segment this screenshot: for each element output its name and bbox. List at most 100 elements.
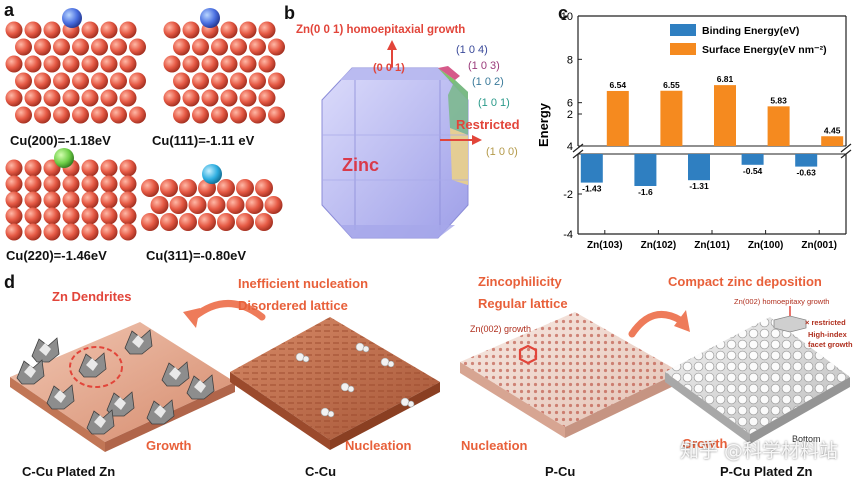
zn-nucleus (302, 355, 310, 363)
dendrite-highlight (94, 415, 106, 428)
panel-a-atom-models (5, 8, 285, 241)
zn-dendrites-label: Zn Dendrites (52, 289, 132, 304)
cu-atom (211, 106, 228, 124)
dendrite-highlight (54, 390, 66, 403)
cu-atom (62, 207, 80, 225)
cu-atom (198, 213, 216, 231)
caption-cu220: Cu(220)=-1.46eV (6, 248, 107, 263)
cu-atom (207, 196, 226, 214)
cu-atom (211, 38, 228, 56)
cu-atom (258, 89, 276, 107)
cu-atom (220, 89, 238, 107)
regular-lattice-label: Regular lattice (478, 296, 568, 311)
cu-atom (110, 106, 127, 124)
cu-atom (268, 38, 285, 56)
cu-atom (119, 55, 137, 73)
caption-cu311: Cu(311)=-0.80eV (146, 248, 247, 263)
cu-atom (119, 159, 137, 177)
zn-nucleus (387, 360, 395, 368)
cu-atom (100, 159, 118, 177)
label-ccu: C-Cu (305, 464, 337, 479)
cu-atom (43, 207, 61, 225)
dendrite-highlight (86, 358, 98, 371)
cu-atom (24, 207, 42, 225)
legend-swatch (670, 24, 696, 36)
zn-adatom (54, 148, 74, 168)
cu-atom (100, 175, 118, 193)
cu-atom (81, 175, 99, 193)
cu-atom (129, 106, 146, 124)
cu-atom (72, 72, 89, 90)
cu-atom (24, 159, 42, 177)
cu-atom (5, 207, 23, 225)
zinc-crystal-model (321, 40, 482, 239)
cu-atom (34, 38, 51, 56)
cu-atom (81, 89, 99, 107)
cu-atom (81, 21, 99, 39)
crystal-center-label: Zinc (342, 155, 380, 175)
cu-atom (119, 175, 137, 193)
panel-b-title: Zn(0 0 1) homoepitaxial growth (296, 24, 466, 36)
cu-atom (182, 55, 200, 73)
cu-atom (43, 89, 61, 107)
zincophilicity-label: Zincophilicity (478, 274, 562, 289)
y-tick-label: 6 (567, 98, 573, 110)
cu-atom (5, 21, 23, 39)
cu-atom (258, 55, 276, 73)
facet-104: (1 0 4) (456, 44, 488, 56)
cu-atom (91, 38, 108, 56)
cu-atom (81, 191, 99, 209)
cu-atom (163, 55, 181, 73)
cu-atom (110, 72, 127, 90)
surface-energy-bar (821, 136, 844, 146)
growth-left-label: Growth (146, 438, 192, 453)
panel-d-illustration (10, 300, 850, 452)
cu-atom (173, 106, 190, 124)
label-pcu-plated-zn: P-Cu Plated Zn (720, 464, 813, 479)
cu-atom (119, 207, 137, 225)
high-index-label: High-index facet growth (808, 330, 853, 349)
cu-atom (236, 179, 254, 197)
cu-atom (169, 196, 188, 214)
panel-c-label: c (558, 3, 569, 23)
binding-energy-label: -1.31 (689, 181, 709, 191)
cu-atom (62, 89, 80, 107)
cu-atom (110, 38, 127, 56)
cu-atom (239, 21, 257, 39)
axis-break-mark (572, 143, 584, 153)
cu-atom (173, 72, 190, 90)
cu-atom (239, 55, 257, 73)
cu-atom (119, 21, 137, 39)
cu-atom (62, 175, 80, 193)
cu-atom (43, 223, 61, 241)
cu-atom (182, 21, 200, 39)
facet-103: (1 0 3) (468, 60, 500, 72)
label-ccu-plated-zn: C-Cu Plated Zn (22, 464, 116, 479)
cu-atom (119, 89, 137, 107)
cu-atom (129, 38, 146, 56)
dendrite-highlight (39, 343, 51, 356)
cu-atom (230, 106, 247, 124)
cu-atom (226, 196, 245, 214)
watermark: 知乎 @科学材料站 (680, 440, 839, 462)
y-tick-label: 2 (567, 109, 573, 121)
cu-atom (5, 223, 23, 241)
zn-nucleus (362, 345, 370, 353)
growth-right-label: Growth (682, 436, 728, 451)
cu-atom (236, 213, 254, 231)
binding-energy-bar (795, 154, 818, 167)
cu-atom (5, 89, 23, 107)
cu-atom (264, 196, 283, 214)
cu-atom (100, 223, 118, 241)
cu-atom (160, 213, 178, 231)
surface-energy-label: 6.81 (717, 74, 734, 84)
binding-energy-label: -1.6 (638, 187, 653, 197)
cu-atom (245, 196, 264, 214)
zn-nucleus (407, 400, 415, 408)
cu-atom (173, 38, 190, 56)
cu-atom (62, 55, 80, 73)
cu-atom (163, 89, 181, 107)
cu-atom (188, 196, 207, 214)
panel-d-label: d (4, 272, 15, 292)
cu-atom (15, 38, 32, 56)
